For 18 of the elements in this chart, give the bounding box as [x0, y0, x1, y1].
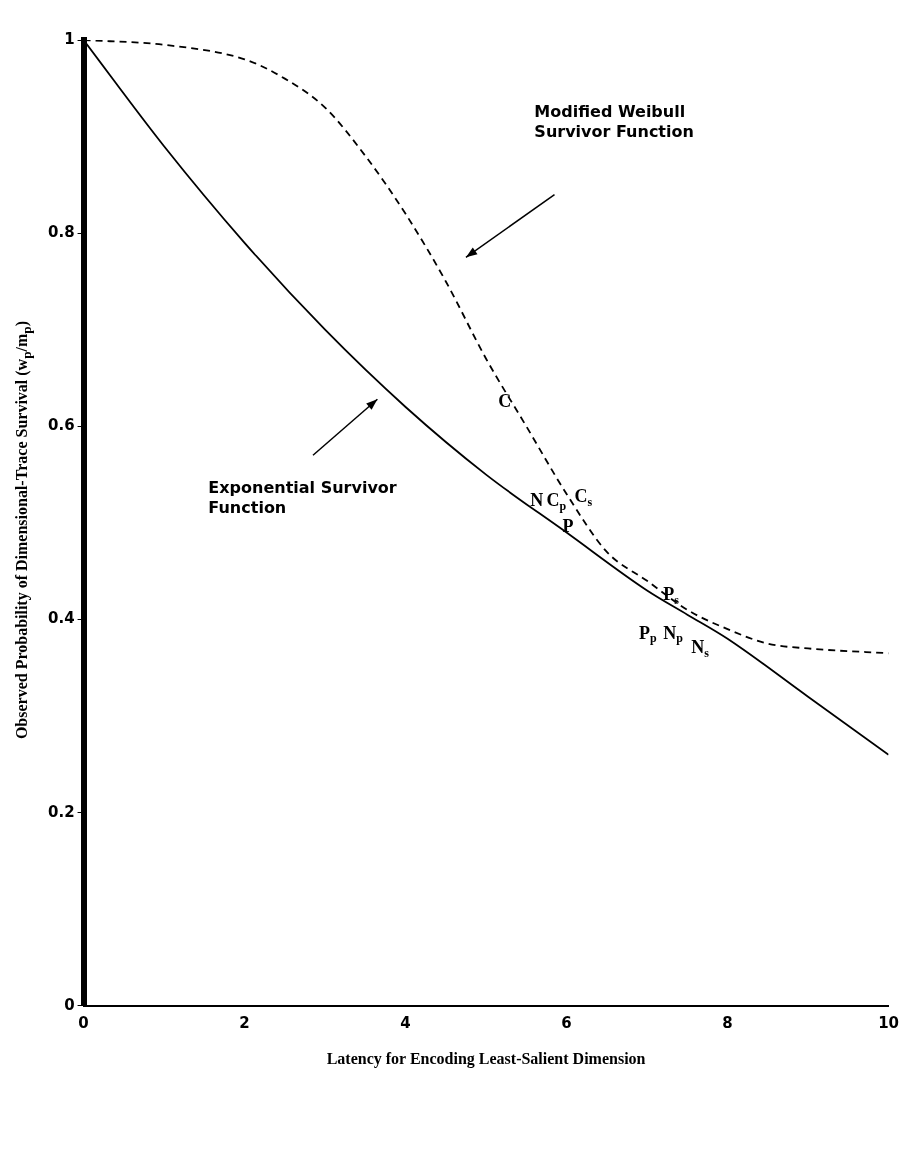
y-tick-label: 0.2	[47, 802, 75, 821]
x-tick-label: 0	[78, 1013, 89, 1032]
x-tick-label: 6	[561, 1013, 572, 1032]
annotation: N	[530, 490, 544, 511]
annotation: Modified Weibull Survivor Function	[534, 101, 694, 141]
annotation: C	[498, 390, 512, 411]
x-tick-label: 4	[400, 1013, 411, 1032]
y-tick-label: 0.6	[47, 416, 75, 435]
y-tick-label: 1	[64, 29, 75, 48]
annotation: P	[562, 516, 574, 537]
x-axis-title: Latency for Encoding Least-Salient Dimension	[326, 1049, 646, 1068]
x-tick-label: 10	[878, 1013, 899, 1032]
y-tick-label: 0.4	[47, 609, 75, 628]
x-tick-label: 2	[239, 1013, 250, 1032]
annotation: Exponential Survivor Function	[208, 478, 397, 518]
x-tick-label: 8	[722, 1013, 733, 1032]
y-tick-label: 0	[64, 995, 75, 1014]
y-tick-label: 0.8	[47, 223, 75, 242]
